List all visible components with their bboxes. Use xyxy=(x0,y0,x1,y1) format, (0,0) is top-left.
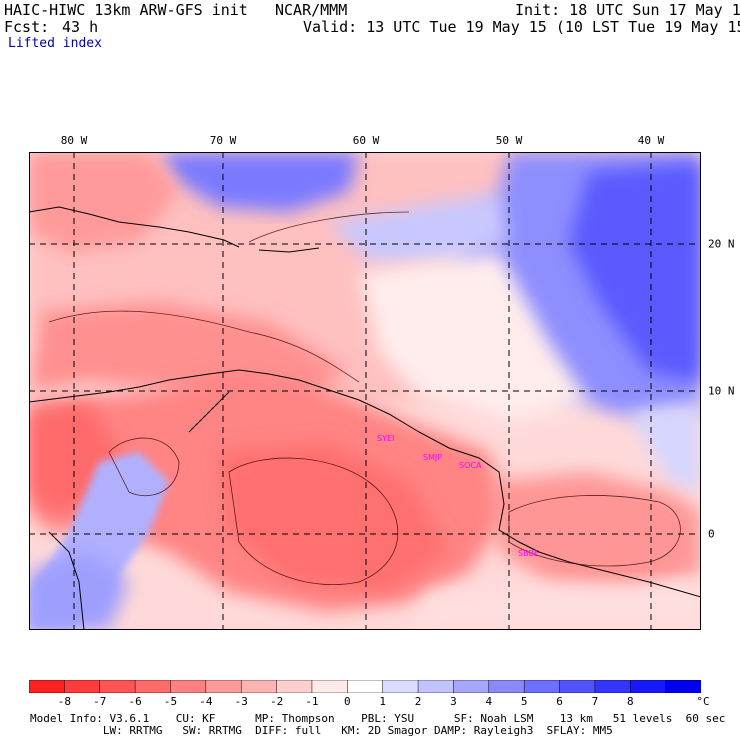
colorbar-tick-label: 0 xyxy=(344,695,351,708)
colorbar-swatch xyxy=(347,680,384,693)
colorbar-tick-label: -7 xyxy=(93,695,107,708)
lat-label: 20 N xyxy=(708,237,735,251)
colorbar-tick-label: 3 xyxy=(450,695,457,708)
colorbar-tick-label: -5 xyxy=(163,695,178,708)
colorbar-swatch xyxy=(417,680,455,693)
station-label: SMJP xyxy=(423,453,442,462)
init-time: Init: 18 UTC Sun 17 May 15 xyxy=(515,1,740,19)
colorbar-tick-label: -2 xyxy=(269,695,284,708)
station-label: SYEI xyxy=(377,434,394,443)
colorbar-unit: °C xyxy=(696,695,710,708)
colorbar-tick-label: 4 xyxy=(485,695,493,708)
colorbar-tick-label: -3 xyxy=(234,695,248,708)
colorbar-swatch xyxy=(523,680,561,693)
colorbar-swatch xyxy=(134,680,172,693)
colorbar-tick-label: 5 xyxy=(520,695,528,708)
colorbar-swatch xyxy=(453,680,490,693)
colorbar xyxy=(29,680,701,693)
lon-label: 40 W xyxy=(637,134,665,147)
colorbar-tick-label: -1 xyxy=(305,695,319,708)
lon-label: 50 W xyxy=(495,134,523,147)
field-name: Lifted index xyxy=(8,36,102,51)
lat-label: 10 N xyxy=(708,384,735,398)
lon-label: 60 W xyxy=(352,134,380,147)
colorbar-swatch xyxy=(382,680,419,693)
colorbar-swatch xyxy=(240,680,278,693)
model-info-line1: Model Info: V3.6.1 CU: KF MP: Thompson P… xyxy=(30,712,726,725)
lon-label: 80 W xyxy=(60,134,88,147)
colorbar-swatch xyxy=(488,680,525,693)
model-title: HAIC-HIWC 13km ARW-GFS init xyxy=(4,1,248,19)
colorbar-tick-label: -6 xyxy=(128,695,142,708)
lon-label: 70 W xyxy=(209,134,237,147)
forecast-hour: 43 h xyxy=(62,18,99,36)
colorbar-swatch xyxy=(276,680,313,693)
station-label: SBBE xyxy=(518,549,539,558)
colorbar-tick-label: -4 xyxy=(199,695,213,708)
colorbar-swatch xyxy=(205,680,242,693)
colorbar-swatch xyxy=(311,680,349,693)
colorbar-swatch xyxy=(630,680,667,693)
valid-time: Valid: 13 UTC Tue 19 May 15 (10 LST Tue … xyxy=(303,18,740,36)
colorbar-swatch xyxy=(170,680,207,693)
station-label: SOCA xyxy=(459,461,482,470)
colorbar-tick-label: 7 xyxy=(591,695,599,708)
colorbar-tick-label: 8 xyxy=(626,695,634,708)
model-info-line2: LW: RRTMG SW: RRTMG DIFF: full KM: 2D Sm… xyxy=(30,724,613,737)
colorbar-swatch xyxy=(665,680,701,693)
forecast-label: Fcst: xyxy=(4,18,50,36)
colorbar-tick-label: -8 xyxy=(57,695,71,708)
colorbar-swatch xyxy=(559,680,596,693)
colorbar-swatch xyxy=(64,680,101,693)
colorbar-swatch xyxy=(29,680,66,693)
colorbar-swatch xyxy=(594,680,632,693)
lifted-index-map: SYEI SMJP SOCA SBBE xyxy=(29,152,701,630)
colorbar-tick-label: 6 xyxy=(556,695,563,708)
colorbar-tick-label: 1 xyxy=(379,695,386,708)
lat-label: 0 xyxy=(708,527,715,541)
colorbar-tick-label: 2 xyxy=(414,695,422,708)
colorbar-swatch xyxy=(99,680,136,693)
org-label: NCAR/MMM xyxy=(275,1,348,19)
